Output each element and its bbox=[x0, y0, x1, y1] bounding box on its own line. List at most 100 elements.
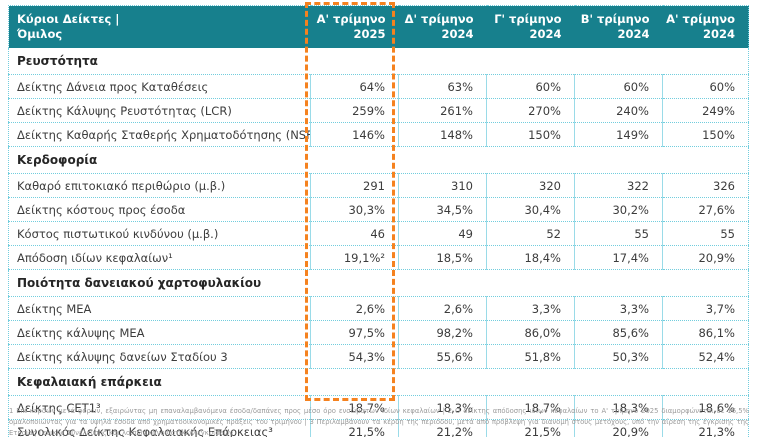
section-title: Ρευστότητα bbox=[8, 48, 749, 75]
row-label: Συνολικός Δείκτης Κεφαλαιακής Επάρκειας³ bbox=[8, 419, 311, 437]
cell-value: 21,5% bbox=[486, 419, 575, 437]
cell-value: 55 bbox=[574, 221, 663, 246]
table-row: Δείκτης κάλυψης δανείων Σταδίου 3 54,3% … bbox=[8, 344, 749, 369]
cell-value: 52,4% bbox=[662, 344, 749, 369]
cell-value: 49 bbox=[398, 221, 487, 246]
cell-value: 148% bbox=[398, 122, 487, 147]
cell-value: 46 bbox=[310, 221, 399, 246]
cell-value: 310 bbox=[398, 173, 487, 198]
cell-value: 64% bbox=[310, 74, 399, 99]
cell-value: 86,1% bbox=[662, 320, 749, 345]
cell-value: 30,3% bbox=[310, 197, 399, 222]
row-label: Δείκτης Καθαρής Σταθερής Χρηματοδότησης … bbox=[8, 122, 311, 147]
kpi-table: Κύριοι Δείκτες | Όμιλος Α' τρίμηνο 2025 … bbox=[8, 5, 749, 437]
table-row: Δείκτης ΜΕΑ 2,6% 2,6% 3,3% 3,3% 3,7% bbox=[8, 296, 749, 321]
cell-value: 55,6% bbox=[398, 344, 487, 369]
section-row-loan-quality: Ποιότητα δανειακού χαρτοφυλακίου bbox=[8, 269, 749, 297]
column-header-q1-2025: Α' τρίμηνο 2025 bbox=[310, 5, 399, 48]
column-header-q3-2024: Γ' τρίμηνο 2024 bbox=[486, 5, 575, 48]
column-header-q2-2024: Β' τρίμηνο 2024 bbox=[574, 5, 663, 48]
cell-value: 2,6% bbox=[310, 296, 399, 321]
row-label: Δείκτης Δάνεια προς Καταθέσεις bbox=[8, 74, 311, 99]
cell-value: 52 bbox=[486, 221, 575, 246]
section-title: Κεφαλαιακή επάρκεια bbox=[8, 368, 749, 396]
cell-value: 34,5% bbox=[398, 197, 487, 222]
cell-value: 21,2% bbox=[398, 419, 487, 437]
footnote-text: 1 Επί κερδών μετά φόρων, εξαιρώντας μη ε… bbox=[9, 407, 749, 437]
cell-value: 20,9% bbox=[662, 245, 749, 270]
table-row: Δείκτης Καθαρής Σταθερής Χρηματοδότησης … bbox=[8, 122, 749, 147]
cell-value: 19,1%² bbox=[310, 245, 399, 270]
row-label: Δείκτης Κάλυψης Ρευστότητας (LCR) bbox=[8, 98, 311, 123]
cell-value: 20,9% bbox=[574, 419, 663, 437]
cell-value: 3,3% bbox=[486, 296, 575, 321]
cell-value: 3,3% bbox=[574, 296, 663, 321]
cell-value: 17,4% bbox=[574, 245, 663, 270]
table-row: Κόστος πιστωτικού κινδύνου (μ.β.) 46 49 … bbox=[8, 221, 749, 246]
row-label: Δείκτης κάλυψης δανείων Σταδίου 3 bbox=[8, 344, 311, 369]
cell-value: 149% bbox=[574, 122, 663, 147]
cell-value: 18,3% bbox=[574, 395, 663, 420]
table-title: Κύριοι Δείκτες | Όμιλος bbox=[8, 5, 311, 48]
cell-value: 18,7% bbox=[486, 395, 575, 420]
cell-value: 60% bbox=[662, 74, 749, 99]
table-row: Δείκτης Κάλυψης Ρευστότητας (LCR) 259% 2… bbox=[8, 98, 749, 123]
row-label: Δείκτης κάλυψης ΜΕΑ bbox=[8, 320, 311, 345]
cell-value: 326 bbox=[662, 173, 749, 198]
section-title: Ποιότητα δανειακού χαρτοφυλακίου bbox=[8, 269, 749, 297]
table-title-line2: Όμιλος bbox=[17, 27, 63, 41]
table-title-line1: Κύριοι Δείκτες | bbox=[17, 12, 120, 27]
cell-value: 320 bbox=[486, 173, 575, 198]
cell-value: 322 bbox=[574, 173, 663, 198]
cell-value: 63% bbox=[398, 74, 487, 99]
column-header-q1-2024: Α' τρίμηνο 2024 bbox=[662, 5, 749, 48]
cell-value: 85,6% bbox=[574, 320, 663, 345]
cell-value: 259% bbox=[310, 98, 399, 123]
table-row: Δείκτης κάλυψης ΜΕΑ 97,5% 98,2% 86,0% 85… bbox=[8, 320, 749, 345]
section-row-capital-adequacy: Κεφαλαιακή επάρκεια bbox=[8, 368, 749, 396]
cell-value: 21,5% bbox=[310, 419, 399, 437]
cell-value: 54,3% bbox=[310, 344, 399, 369]
cell-value: 50,3% bbox=[574, 344, 663, 369]
table-row: Καθαρό επιτοκιακό περιθώριο (μ.β.) 291 3… bbox=[8, 173, 749, 198]
row-label: Καθαρό επιτοκιακό περιθώριο (μ.β.) bbox=[8, 173, 311, 198]
cell-value: 60% bbox=[486, 74, 575, 99]
cell-value: 291 bbox=[310, 173, 399, 198]
cell-value: 30,2% bbox=[574, 197, 663, 222]
cell-value: 270% bbox=[486, 98, 575, 123]
cell-value: 18,5% bbox=[398, 245, 487, 270]
cell-value: 97,5% bbox=[310, 320, 399, 345]
cell-value: 249% bbox=[662, 98, 749, 123]
cell-value: 60% bbox=[574, 74, 663, 99]
section-row-liquidity: Ρευστότητα bbox=[8, 48, 749, 75]
column-header-q4-2024: Δ' τρίμηνο 2024 bbox=[398, 5, 487, 48]
cell-value: 150% bbox=[486, 122, 575, 147]
row-label: Κόστος πιστωτικού κινδύνου (μ.β.) bbox=[8, 221, 311, 246]
cell-value: 150% bbox=[662, 122, 749, 147]
cell-value: 30,4% bbox=[486, 197, 575, 222]
cell-value: 18,6% bbox=[662, 395, 749, 420]
cell-value: 18,4% bbox=[486, 245, 575, 270]
cell-value: 86,0% bbox=[486, 320, 575, 345]
table-row: Δείκτης Δάνεια προς Καταθέσεις 64% 63% 6… bbox=[8, 74, 749, 99]
cell-value: 146% bbox=[310, 122, 399, 147]
table-row: Δείκτης CET1³ 18,7% 18,3% 18,7% 18,3% 18… bbox=[8, 395, 749, 420]
cell-value: 2,6% bbox=[398, 296, 487, 321]
section-title: Κερδοφορία bbox=[8, 146, 749, 174]
section-row-profitability: Κερδοφορία bbox=[8, 146, 749, 174]
cell-value: 240% bbox=[574, 98, 663, 123]
row-label: Δείκτης CET1³ bbox=[8, 395, 311, 420]
row-label: Δείκτης ΜΕΑ bbox=[8, 296, 311, 321]
table-header-row: Κύριοι Δείκτες | Όμιλος Α' τρίμηνο 2025 … bbox=[8, 5, 749, 48]
table-row: Συνολικός Δείκτης Κεφαλαιακής Επάρκειας³… bbox=[8, 419, 749, 437]
cell-value: 261% bbox=[398, 98, 487, 123]
cell-value: 55 bbox=[662, 221, 749, 246]
table-row: Δείκτης κόστους προς έσοδα 30,3% 34,5% 3… bbox=[8, 197, 749, 222]
cell-value: 51,8% bbox=[486, 344, 575, 369]
cell-value: 3,7% bbox=[662, 296, 749, 321]
cell-value: 98,2% bbox=[398, 320, 487, 345]
row-label: Απόδοση ιδίων κεφαλαίων¹ bbox=[8, 245, 311, 270]
row-label: Δείκτης κόστους προς έσοδα bbox=[8, 197, 311, 222]
table-row: Απόδοση ιδίων κεφαλαίων¹ 19,1%² 18,5% 18… bbox=[8, 245, 749, 270]
